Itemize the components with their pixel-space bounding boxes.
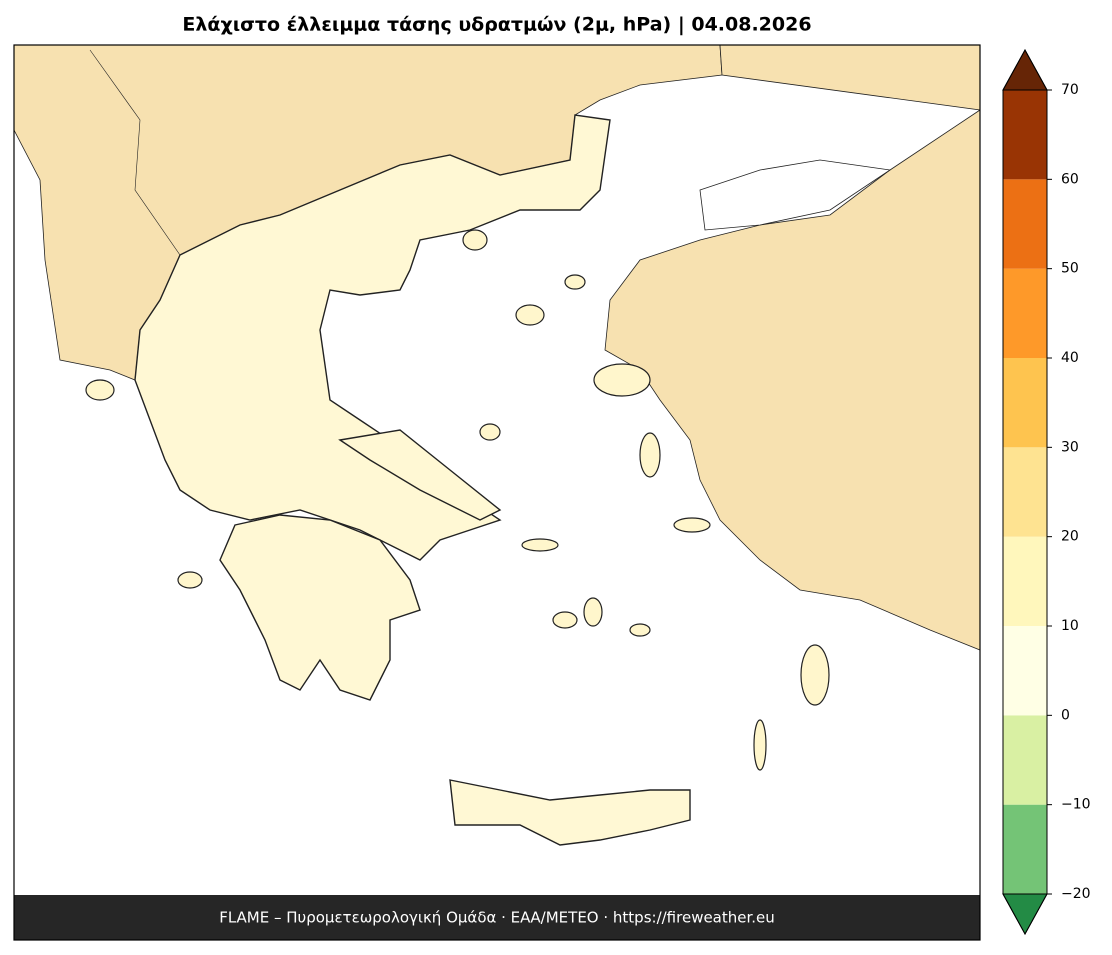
colorbar-tick-label: −10 [1061, 797, 1091, 813]
colorbar-segment [1003, 715, 1047, 805]
borders [89, 49, 181, 256]
colorbar-segment [1003, 90, 1047, 180]
colorbar-segment [1003, 447, 1047, 537]
colorbar-tick-label: 20 [1061, 529, 1079, 545]
map-frame [13, 44, 981, 941]
map-title: Ελάχιστο έλλειμμα τάσης υδρατμών (2μ, hP… [182, 14, 811, 36]
colorbar-tick-label: 60 [1061, 171, 1079, 187]
crete [449, 779, 691, 846]
colorbar-tick-label: 30 [1061, 439, 1079, 455]
colorbar-segment [1003, 179, 1047, 269]
colorbar-segment [1003, 358, 1047, 448]
footer-text: FLAME – Πυρομετεωρολογική Ομάδα · ΕΑΑ/ME… [219, 909, 775, 927]
colorbar-segment [1003, 626, 1047, 716]
colorbar-tick-label: 40 [1061, 350, 1079, 366]
map: FLAME – Πυρομετεωρολογική Ομάδα · ΕΑΑ/ME… [13, 44, 981, 941]
peloponnese [219, 514, 421, 701]
footer-bar [14, 895, 980, 940]
colorbar-segment [1003, 804, 1047, 894]
colorbar: −20 −10 0 10 20 30 40 50 60 70 [1002, 48, 1091, 936]
marmara [699, 159, 892, 231]
colorbar-tick-label: −20 [1061, 886, 1091, 902]
colorbar-under [1002, 893, 1048, 936]
islands [85, 229, 830, 771]
colorbar-tick-label: 10 [1061, 618, 1079, 634]
mainland [134, 114, 611, 561]
colorbar-tick-label: 70 [1061, 82, 1079, 98]
colorbar-over [1002, 48, 1048, 91]
colorbar-segment [1003, 268, 1047, 358]
colorbar-segment [1003, 536, 1047, 626]
colorbar-tick-label: 0 [1061, 707, 1070, 723]
colorbar-tick-label: 50 [1061, 261, 1079, 277]
evia [338, 429, 502, 521]
